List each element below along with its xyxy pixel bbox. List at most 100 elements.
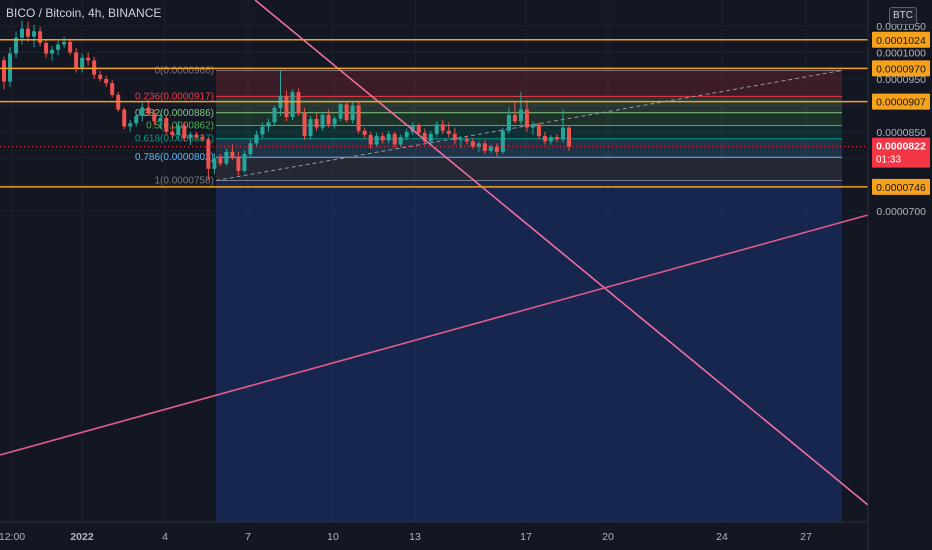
candle-body xyxy=(542,136,547,142)
candle-body xyxy=(134,115,139,124)
candle-body xyxy=(38,31,43,43)
fib-level-label: 0(0.0000966) xyxy=(155,65,215,76)
candle-body xyxy=(236,157,241,171)
candle-body xyxy=(410,125,415,132)
candle-body xyxy=(128,123,133,127)
fib-band xyxy=(216,157,842,181)
ascending-support-trendline xyxy=(0,214,869,456)
level-price-tag xyxy=(872,178,930,195)
candle-body xyxy=(152,113,157,122)
candle-body xyxy=(416,125,421,133)
candle-body xyxy=(224,151,229,164)
candle-body xyxy=(62,41,67,45)
candle-body xyxy=(194,134,199,138)
candle-body xyxy=(560,127,565,140)
fib-band xyxy=(216,112,842,126)
level-price-tag xyxy=(872,60,930,77)
candle-body xyxy=(86,57,91,61)
candle-body xyxy=(104,78,109,84)
candle-body xyxy=(158,118,163,122)
candle-body xyxy=(380,136,385,141)
price-tick-label: 0.0000850 xyxy=(876,127,926,139)
currency-badge[interactable]: BTC xyxy=(889,7,917,25)
candle-body xyxy=(506,114,511,131)
fib-level-label: 0.786(0.0000802) xyxy=(135,152,214,163)
candle-body xyxy=(374,136,379,145)
candle-body xyxy=(338,104,343,119)
candle-body xyxy=(92,60,97,75)
candle-body xyxy=(446,130,451,134)
candle-body xyxy=(530,124,535,128)
candle-body xyxy=(218,158,223,164)
candle-body xyxy=(200,137,205,140)
candle-body xyxy=(458,139,463,141)
candle-body xyxy=(536,124,541,137)
candle-body xyxy=(8,53,13,82)
candle-body xyxy=(98,74,103,79)
time-tick-label: 24 xyxy=(716,531,728,543)
time-tick-label: 10 xyxy=(327,531,339,543)
candle-body xyxy=(332,118,337,125)
candle-body xyxy=(14,37,19,54)
candle-body xyxy=(296,92,301,114)
level-price-label: 0.0000970 xyxy=(876,63,926,75)
candle-body xyxy=(308,119,313,137)
fib-band xyxy=(216,138,842,158)
candle-body xyxy=(524,109,529,128)
descending-trendline xyxy=(254,0,869,506)
candle-body xyxy=(74,52,79,69)
candle-body xyxy=(56,44,61,50)
candle-body xyxy=(32,31,37,37)
candle-body xyxy=(398,137,403,145)
price-axis[interactable]: 0.00010500.00010000.00009500.00009000.00… xyxy=(867,0,932,550)
fib-level-label: 0.382(0.0000886) xyxy=(135,108,214,119)
horizontal-levels[interactable] xyxy=(0,39,868,188)
candle-body xyxy=(452,133,457,141)
bar-countdown-label: 01:33 xyxy=(876,155,901,166)
candle-body xyxy=(260,126,265,135)
candle-body xyxy=(470,141,475,147)
candle-body xyxy=(500,130,505,152)
time-axis[interactable]: 12:0020224710131720242708:0 xyxy=(0,521,889,550)
candle-body xyxy=(422,132,427,142)
level-price-label: 0.0000907 xyxy=(876,97,926,109)
candle-body xyxy=(176,125,181,135)
candle-body xyxy=(122,109,127,127)
candle-body xyxy=(488,146,493,151)
candle-body xyxy=(254,134,259,144)
trendline-drawings[interactable] xyxy=(0,0,869,506)
candle-body xyxy=(68,41,73,53)
current-price-label: 0.0000822 xyxy=(876,141,926,153)
time-tick-label: 17 xyxy=(520,531,532,543)
candle-body xyxy=(344,104,349,121)
level-price-label: 0.0000746 xyxy=(876,182,926,194)
candle-body xyxy=(428,133,433,142)
candle-body xyxy=(2,60,6,82)
price-tick-label: 0.0000700 xyxy=(876,206,926,218)
candle-body xyxy=(206,139,211,169)
candle-body xyxy=(356,105,361,131)
level-price-tag xyxy=(872,31,930,48)
candle-body xyxy=(404,131,409,138)
candle-body xyxy=(110,83,115,95)
price-axis-bg xyxy=(868,0,932,550)
candle-body xyxy=(386,133,391,141)
time-tick-label: 7 xyxy=(245,531,251,543)
candle-body xyxy=(326,114,331,125)
fib-trend-guide xyxy=(215,69,843,181)
candle-body xyxy=(140,107,145,116)
candle-body xyxy=(476,143,481,147)
candle-body xyxy=(284,95,289,118)
time-tick-label: 4 xyxy=(162,531,168,543)
candle-body xyxy=(554,137,559,140)
candle-body xyxy=(302,113,307,137)
candle-body xyxy=(242,154,247,171)
fibonacci-retracement[interactable]: 0(0.0000966) 0.236(0.0000917) 0.382(0.0000… xyxy=(135,65,843,522)
candle-body xyxy=(44,42,49,54)
candle-body xyxy=(188,134,193,139)
symbol-title[interactable]: BICO / Bitcoin, 4h, BINANCE xyxy=(6,6,162,20)
candle-body xyxy=(50,49,55,54)
fib-level-label: 1(0.0000758) xyxy=(155,175,215,186)
